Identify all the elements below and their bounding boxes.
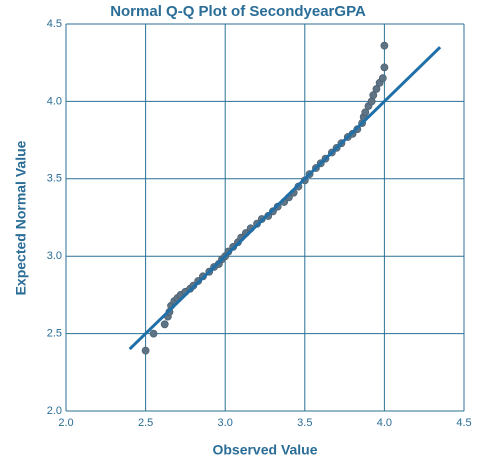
point — [372, 85, 381, 93]
y-tick-label: 2.5 — [47, 328, 62, 340]
point — [380, 63, 389, 72]
point — [369, 91, 378, 100]
point — [378, 74, 387, 83]
y-tick-label: 3.0 — [47, 250, 62, 262]
x-tick-label: 3.5 — [297, 417, 312, 429]
point — [380, 41, 389, 50]
y-tick-label: 4.0 — [47, 95, 62, 107]
y-tick-label: 4.5 — [47, 18, 62, 30]
x-axis-label: Observed Value — [212, 442, 317, 458]
y-tick-label: 3.5 — [47, 173, 62, 185]
chart-title: Normal Q-Q Plot of SecondyearGPA — [110, 3, 366, 20]
x-tick-label: 2.5 — [138, 417, 153, 429]
y-axis-label: Expected Normal Value — [13, 140, 29, 295]
point — [149, 329, 158, 338]
x-tick-label: 4.5 — [456, 417, 471, 429]
y-tick-label: 2.0 — [47, 405, 62, 417]
x-tick-label: 2.0 — [58, 417, 73, 429]
x-tick-label: 4.0 — [377, 417, 392, 429]
reference-line — [128, 46, 442, 351]
point — [160, 320, 169, 329]
point — [141, 346, 150, 355]
point — [361, 108, 370, 117]
x-tick-label: 3.0 — [218, 417, 233, 429]
